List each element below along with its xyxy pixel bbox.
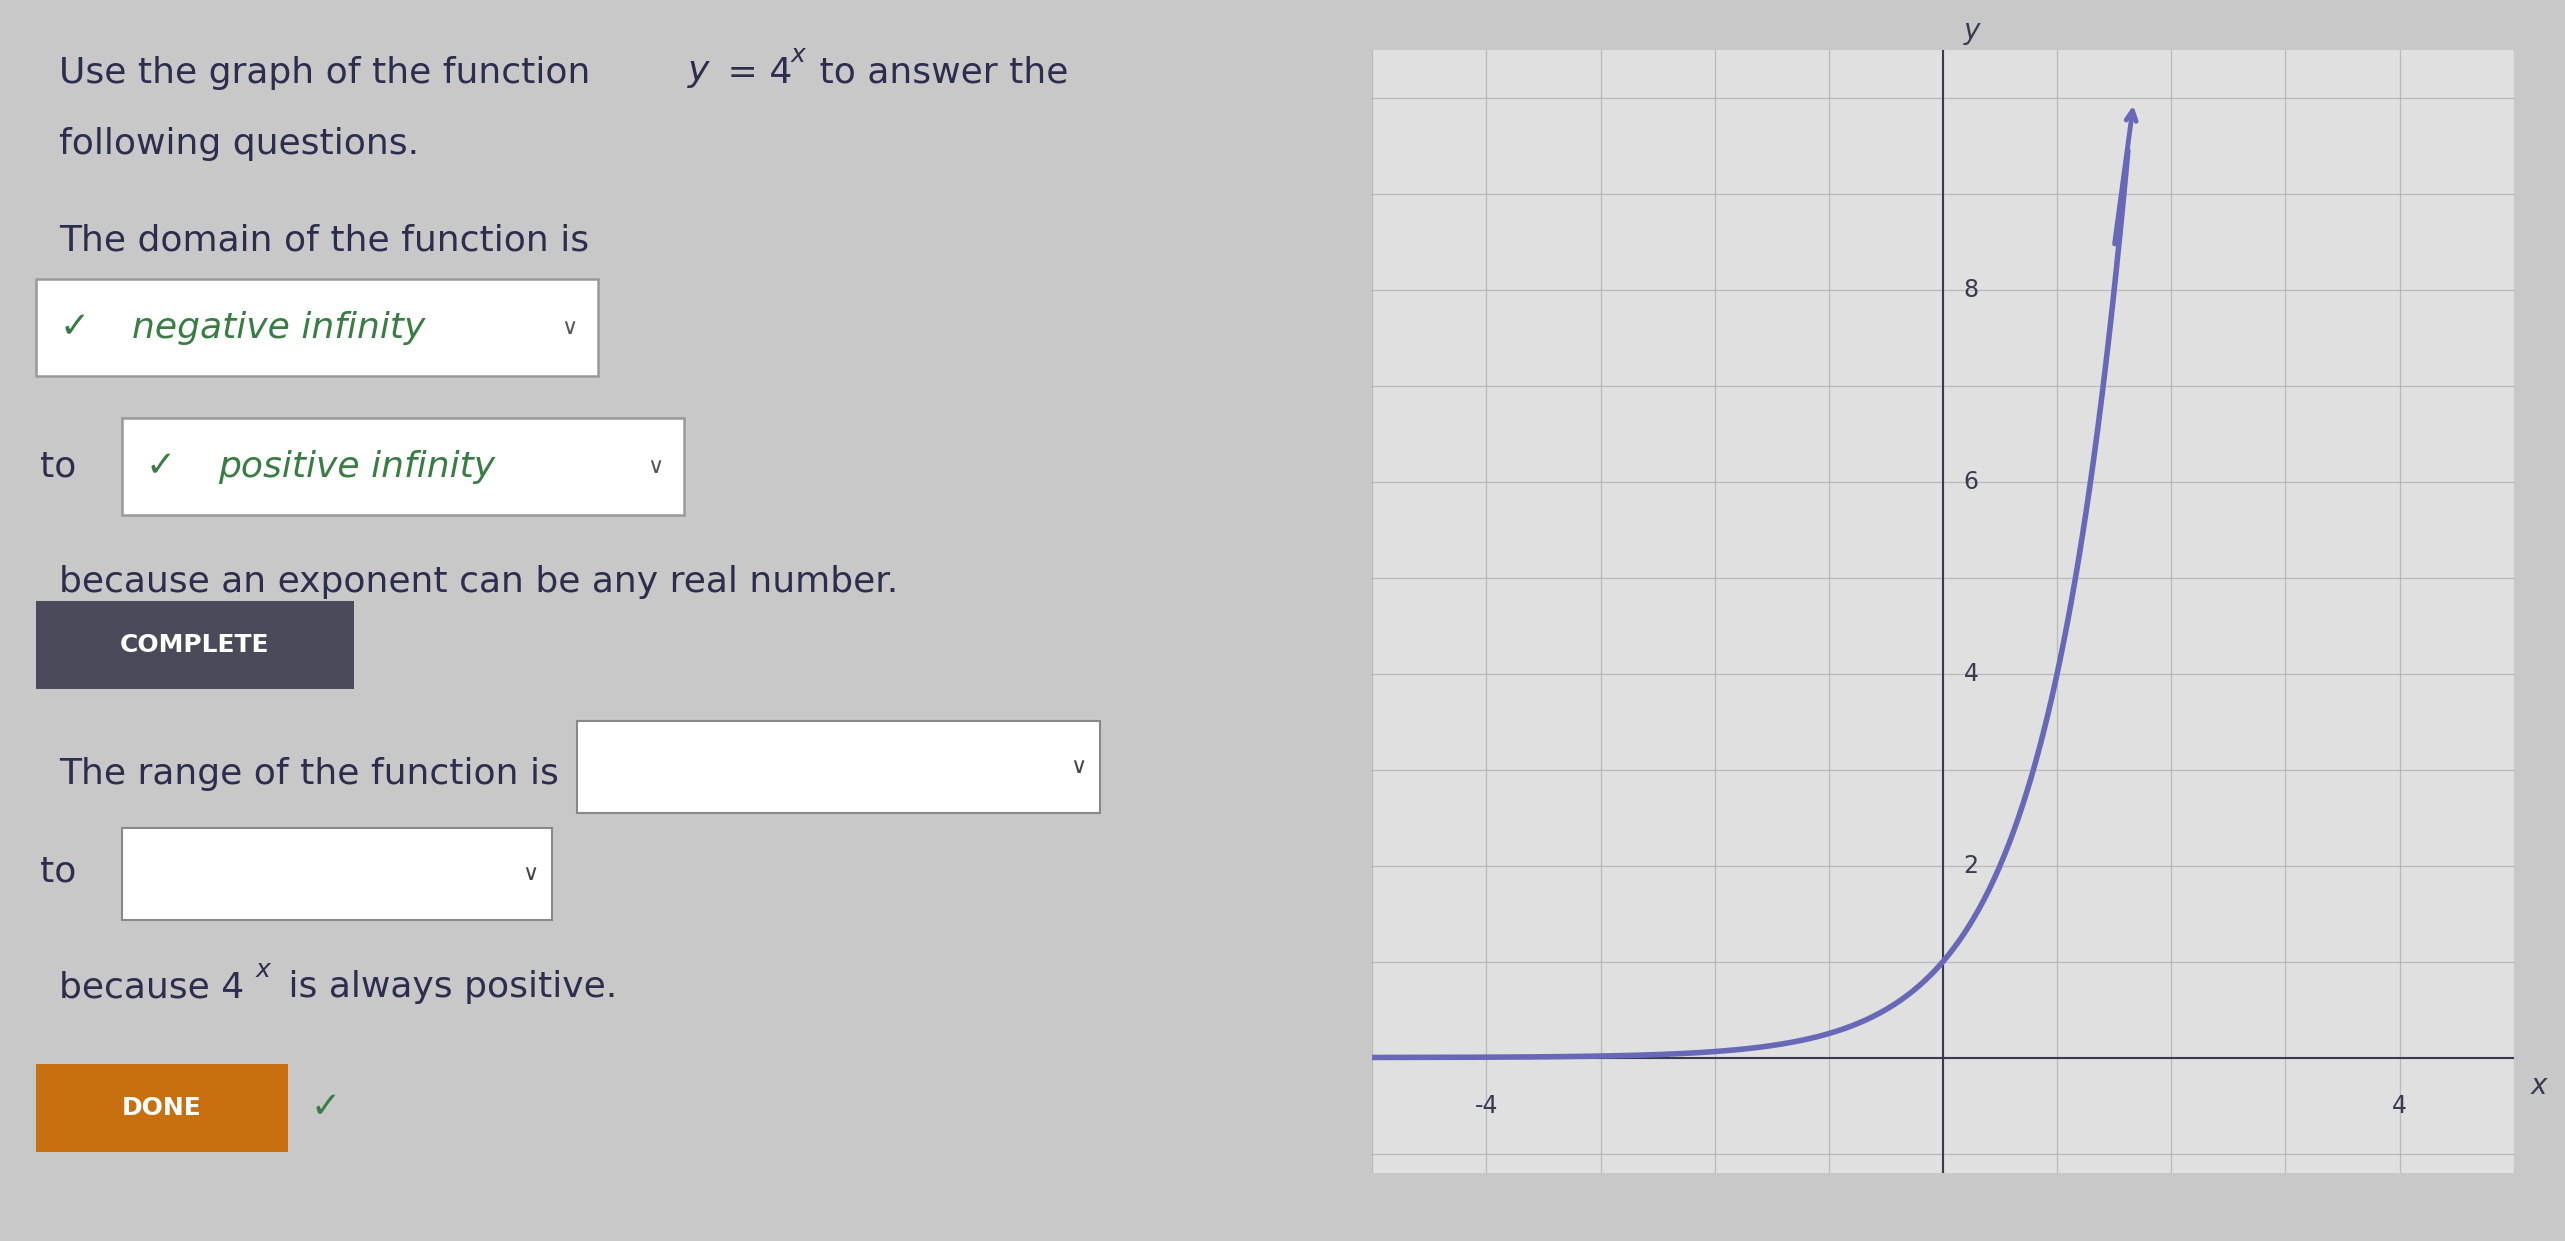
FancyBboxPatch shape xyxy=(36,279,598,376)
FancyBboxPatch shape xyxy=(577,721,1100,813)
FancyBboxPatch shape xyxy=(36,601,354,689)
Text: positive infinity: positive infinity xyxy=(218,449,495,484)
Text: negative infinity: negative infinity xyxy=(133,310,426,345)
Text: = 4: = 4 xyxy=(716,56,793,89)
Text: 2: 2 xyxy=(1965,854,1978,877)
Text: COMPLETE: COMPLETE xyxy=(121,633,269,656)
Text: -4: -4 xyxy=(1475,1095,1498,1118)
FancyBboxPatch shape xyxy=(121,418,685,515)
Text: $y$: $y$ xyxy=(687,56,711,89)
Text: Use the graph of the function: Use the graph of the function xyxy=(59,56,603,89)
Text: to answer the: to answer the xyxy=(808,56,1070,89)
Text: ✓: ✓ xyxy=(310,1091,341,1124)
Text: ∨: ∨ xyxy=(646,457,664,477)
Text: is always positive.: is always positive. xyxy=(277,970,618,1004)
Text: DONE: DONE xyxy=(123,1096,203,1119)
Text: y: y xyxy=(1965,17,1980,45)
Text: The domain of the function is: The domain of the function is xyxy=(59,223,590,257)
Text: 4: 4 xyxy=(2393,1095,2406,1118)
Text: ✓: ✓ xyxy=(146,449,174,484)
FancyBboxPatch shape xyxy=(36,1064,287,1152)
Text: to: to xyxy=(38,449,77,484)
Text: because an exponent can be any real number.: because an exponent can be any real numb… xyxy=(59,565,898,598)
FancyBboxPatch shape xyxy=(121,828,551,920)
Text: because 4: because 4 xyxy=(59,970,244,1004)
Text: ✓: ✓ xyxy=(59,310,90,345)
Text: 8: 8 xyxy=(1965,278,1978,302)
Text: ∨: ∨ xyxy=(562,318,577,338)
Text: The range of the function is: The range of the function is xyxy=(59,757,559,791)
Text: 6: 6 xyxy=(1965,469,1978,494)
Text: following questions.: following questions. xyxy=(59,127,421,160)
Text: $x$: $x$ xyxy=(790,43,808,67)
Text: x: x xyxy=(2532,1072,2547,1101)
Text: 4: 4 xyxy=(1965,661,1978,685)
Text: to: to xyxy=(38,854,77,889)
Text: ∨: ∨ xyxy=(521,864,539,884)
Text: $x$: $x$ xyxy=(254,958,272,982)
Text: ∨: ∨ xyxy=(1070,757,1085,777)
